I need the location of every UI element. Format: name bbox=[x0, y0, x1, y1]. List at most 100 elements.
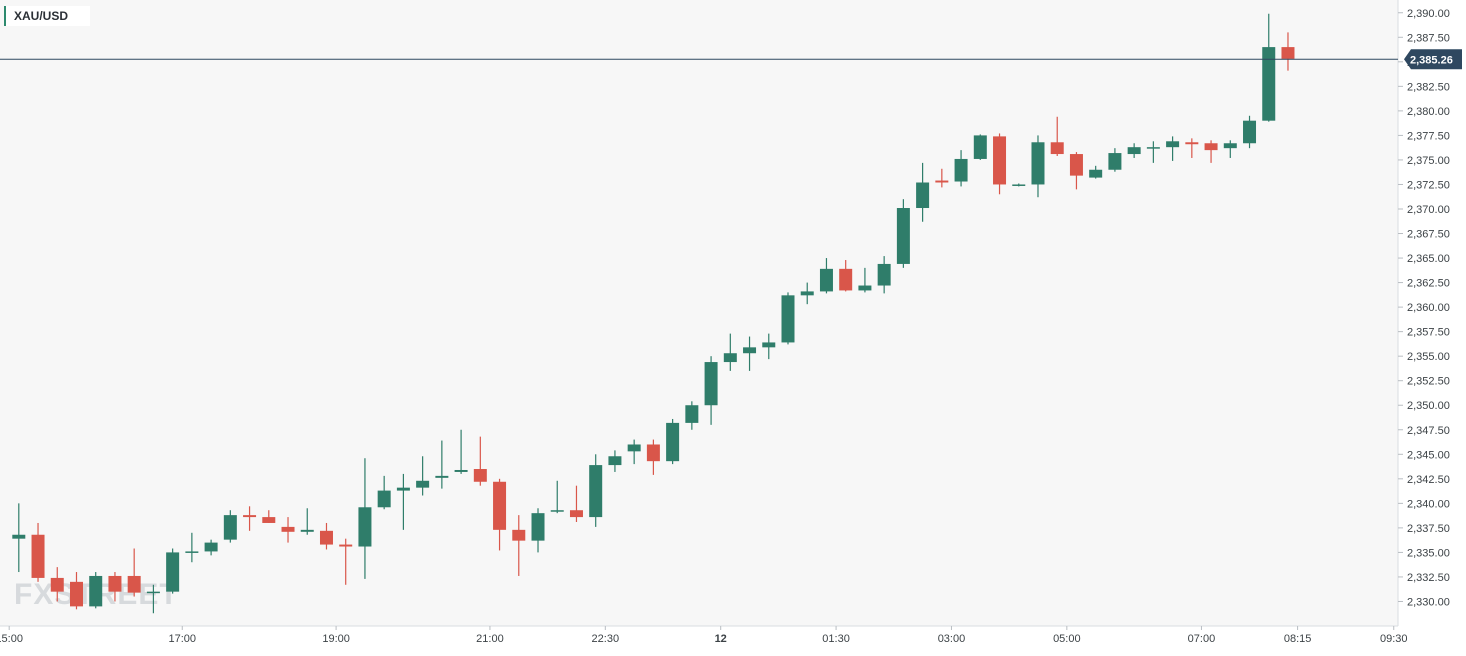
candle bbox=[819, 258, 833, 294]
candle-body bbox=[1166, 141, 1180, 148]
candle-body bbox=[704, 362, 718, 406]
candle-body bbox=[1012, 184, 1026, 186]
candle-body bbox=[435, 475, 449, 478]
candle-body bbox=[1127, 147, 1141, 155]
y-tick-label: 2,337.50 bbox=[1407, 523, 1450, 535]
x-axis-ticks: 15:00 17:00 19:00 21:00 22:30 12 01:30 03:00 05:… bbox=[0, 626, 1408, 645]
candle-body bbox=[1223, 143, 1237, 149]
candle-body bbox=[1050, 142, 1064, 155]
candles bbox=[12, 13, 1295, 614]
candle bbox=[377, 475, 391, 510]
candle bbox=[89, 572, 103, 609]
candle-body bbox=[781, 295, 795, 343]
y-tick-label: 2,380.00 bbox=[1407, 106, 1450, 118]
candle bbox=[493, 478, 507, 551]
symbol-tag[interactable]: XAU/USD bbox=[4, 6, 90, 26]
candle bbox=[512, 515, 526, 576]
x-tick-label: 17:00 bbox=[168, 633, 196, 645]
x-tick-label: 19:00 bbox=[322, 633, 350, 645]
candle bbox=[166, 548, 180, 594]
candle bbox=[973, 134, 987, 160]
candle bbox=[1204, 140, 1218, 163]
candle-body bbox=[935, 180, 949, 183]
candle bbox=[185, 532, 199, 563]
candle bbox=[839, 260, 853, 292]
y-tick-label: 2,355.00 bbox=[1407, 351, 1450, 363]
candle-body bbox=[204, 542, 218, 552]
y-tick-label: 2,382.50 bbox=[1407, 81, 1450, 93]
candle-body bbox=[839, 268, 853, 291]
x-tick-label: 15:00 bbox=[0, 633, 23, 645]
y-tick-label: 2,370.00 bbox=[1407, 204, 1450, 216]
candle-body bbox=[973, 135, 987, 159]
candle bbox=[935, 168, 949, 188]
candle-body bbox=[416, 480, 430, 488]
candle-body bbox=[358, 507, 372, 547]
candle bbox=[1185, 138, 1199, 158]
candle-body bbox=[819, 268, 833, 292]
candle bbox=[339, 538, 353, 585]
candle-body bbox=[1089, 169, 1103, 178]
candle-body bbox=[550, 510, 564, 512]
current-price-marker: 2,385.26 bbox=[0, 49, 1462, 70]
candle-body bbox=[243, 515, 257, 518]
candle-body bbox=[31, 534, 45, 578]
candle-body bbox=[69, 581, 83, 607]
candle-body bbox=[1204, 143, 1218, 151]
y-tick-label: 2,347.50 bbox=[1407, 425, 1450, 437]
candle-body bbox=[166, 552, 180, 592]
candle-body bbox=[454, 469, 468, 472]
candle bbox=[646, 439, 660, 475]
x-tick-label: 09:30 bbox=[1380, 633, 1408, 645]
candle bbox=[762, 333, 776, 360]
candle-body bbox=[916, 182, 930, 209]
y-tick-label: 2,335.00 bbox=[1407, 547, 1450, 559]
candle-body bbox=[493, 481, 507, 530]
candle bbox=[916, 162, 930, 222]
candle-body bbox=[281, 526, 295, 532]
candle-body bbox=[12, 534, 26, 539]
candle-body bbox=[339, 544, 353, 547]
candle bbox=[1031, 135, 1045, 198]
current-price-label: 2,385.26 bbox=[1410, 54, 1453, 66]
candle bbox=[743, 336, 757, 371]
time-axis bbox=[0, 626, 1466, 651]
y-tick-label: 2,352.50 bbox=[1407, 376, 1450, 388]
y-axis-ticks: 2,330.00 2,332.50 2,335.00 2,337.50 2,340.00… bbox=[1398, 8, 1450, 608]
candle bbox=[1050, 116, 1064, 157]
candle bbox=[396, 473, 410, 530]
candle-body bbox=[627, 444, 641, 452]
x-tick-label: 08:15 bbox=[1284, 633, 1312, 645]
candle-body bbox=[896, 208, 910, 264]
candle-body bbox=[762, 342, 776, 348]
candle bbox=[12, 503, 26, 573]
y-tick-label: 2,377.50 bbox=[1407, 130, 1450, 142]
candle-body bbox=[512, 529, 526, 541]
y-tick-label: 2,330.00 bbox=[1407, 596, 1450, 608]
candle bbox=[608, 450, 622, 472]
candle bbox=[896, 199, 910, 268]
candle bbox=[993, 133, 1007, 195]
candle bbox=[1108, 148, 1122, 172]
y-tick-label: 2,390.00 bbox=[1407, 8, 1450, 20]
x-tick-label: 07:00 bbox=[1188, 633, 1216, 645]
candle bbox=[1262, 13, 1276, 122]
candle-body bbox=[1281, 47, 1295, 59]
candle bbox=[435, 440, 449, 489]
candle bbox=[1281, 32, 1295, 71]
candle bbox=[877, 256, 891, 294]
candle bbox=[723, 333, 737, 371]
candle bbox=[1089, 165, 1103, 179]
candle bbox=[223, 510, 237, 543]
x-tick-label: 05:00 bbox=[1053, 633, 1081, 645]
candle-body bbox=[319, 530, 333, 545]
candle bbox=[146, 584, 160, 614]
candle-body bbox=[185, 551, 199, 553]
x-tick-label: 03:00 bbox=[938, 633, 966, 645]
candle-body bbox=[589, 465, 603, 518]
candle bbox=[569, 485, 583, 522]
y-tick-label: 2,357.50 bbox=[1407, 327, 1450, 339]
candle-body bbox=[666, 422, 680, 462]
